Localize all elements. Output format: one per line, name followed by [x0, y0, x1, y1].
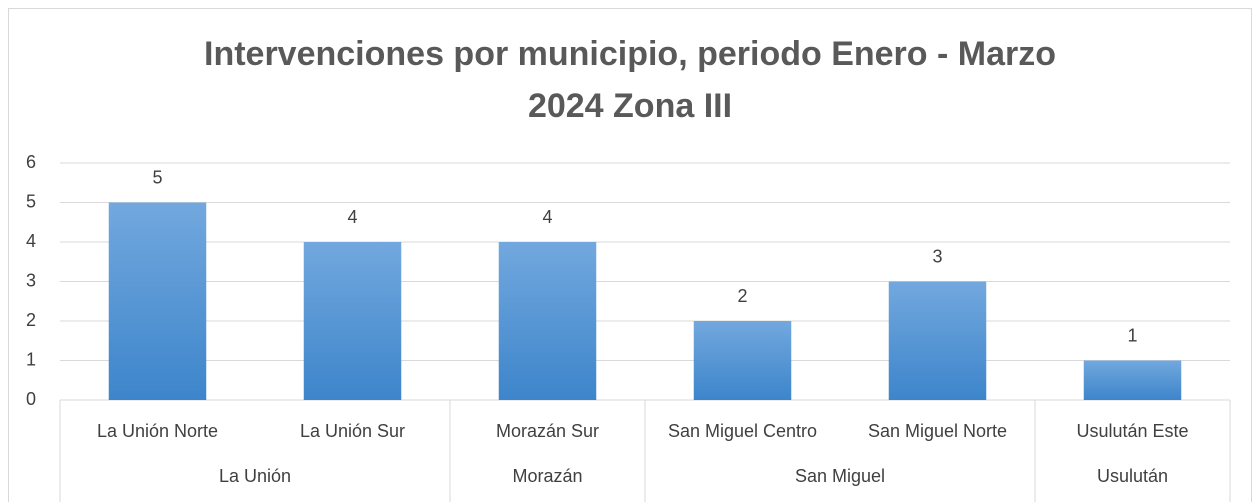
group-label: Usulután [1097, 466, 1168, 486]
data-label: 4 [347, 207, 357, 227]
bar [693, 321, 792, 400]
y-tick-label: 5 [26, 191, 36, 211]
x-tick-label: Usulután Este [1076, 421, 1188, 441]
bar [888, 281, 987, 400]
y-tick-label: 0 [26, 389, 36, 409]
y-tick-label: 2 [26, 310, 36, 330]
y-tick-label: 1 [26, 349, 36, 369]
y-tick-label: 3 [26, 270, 36, 290]
data-label: 4 [542, 207, 552, 227]
bar [303, 242, 402, 400]
bar [1083, 360, 1182, 400]
x-tick-label: La Unión Norte [97, 421, 218, 441]
bar [108, 202, 207, 400]
x-tick-label: Morazán Sur [496, 421, 599, 441]
bar [498, 242, 597, 400]
chart-border [8, 8, 1252, 502]
x-tick-label: San Miguel Norte [868, 421, 1007, 441]
x-tick-label: San Miguel Centro [668, 421, 817, 441]
group-label: Morazán [512, 466, 582, 486]
x-tick-label: La Unión Sur [300, 421, 405, 441]
chart-title: Intervenciones por municipio, periodo En… [204, 35, 1056, 125]
data-label: 3 [932, 246, 942, 266]
y-tick-label: 6 [26, 152, 36, 172]
data-label: 1 [1127, 325, 1137, 345]
y-tick-label: 4 [26, 231, 36, 251]
group-label: San Miguel [795, 466, 885, 486]
group-label: La Unión [219, 466, 291, 486]
data-label: 2 [737, 286, 747, 306]
data-label: 5 [152, 167, 162, 187]
